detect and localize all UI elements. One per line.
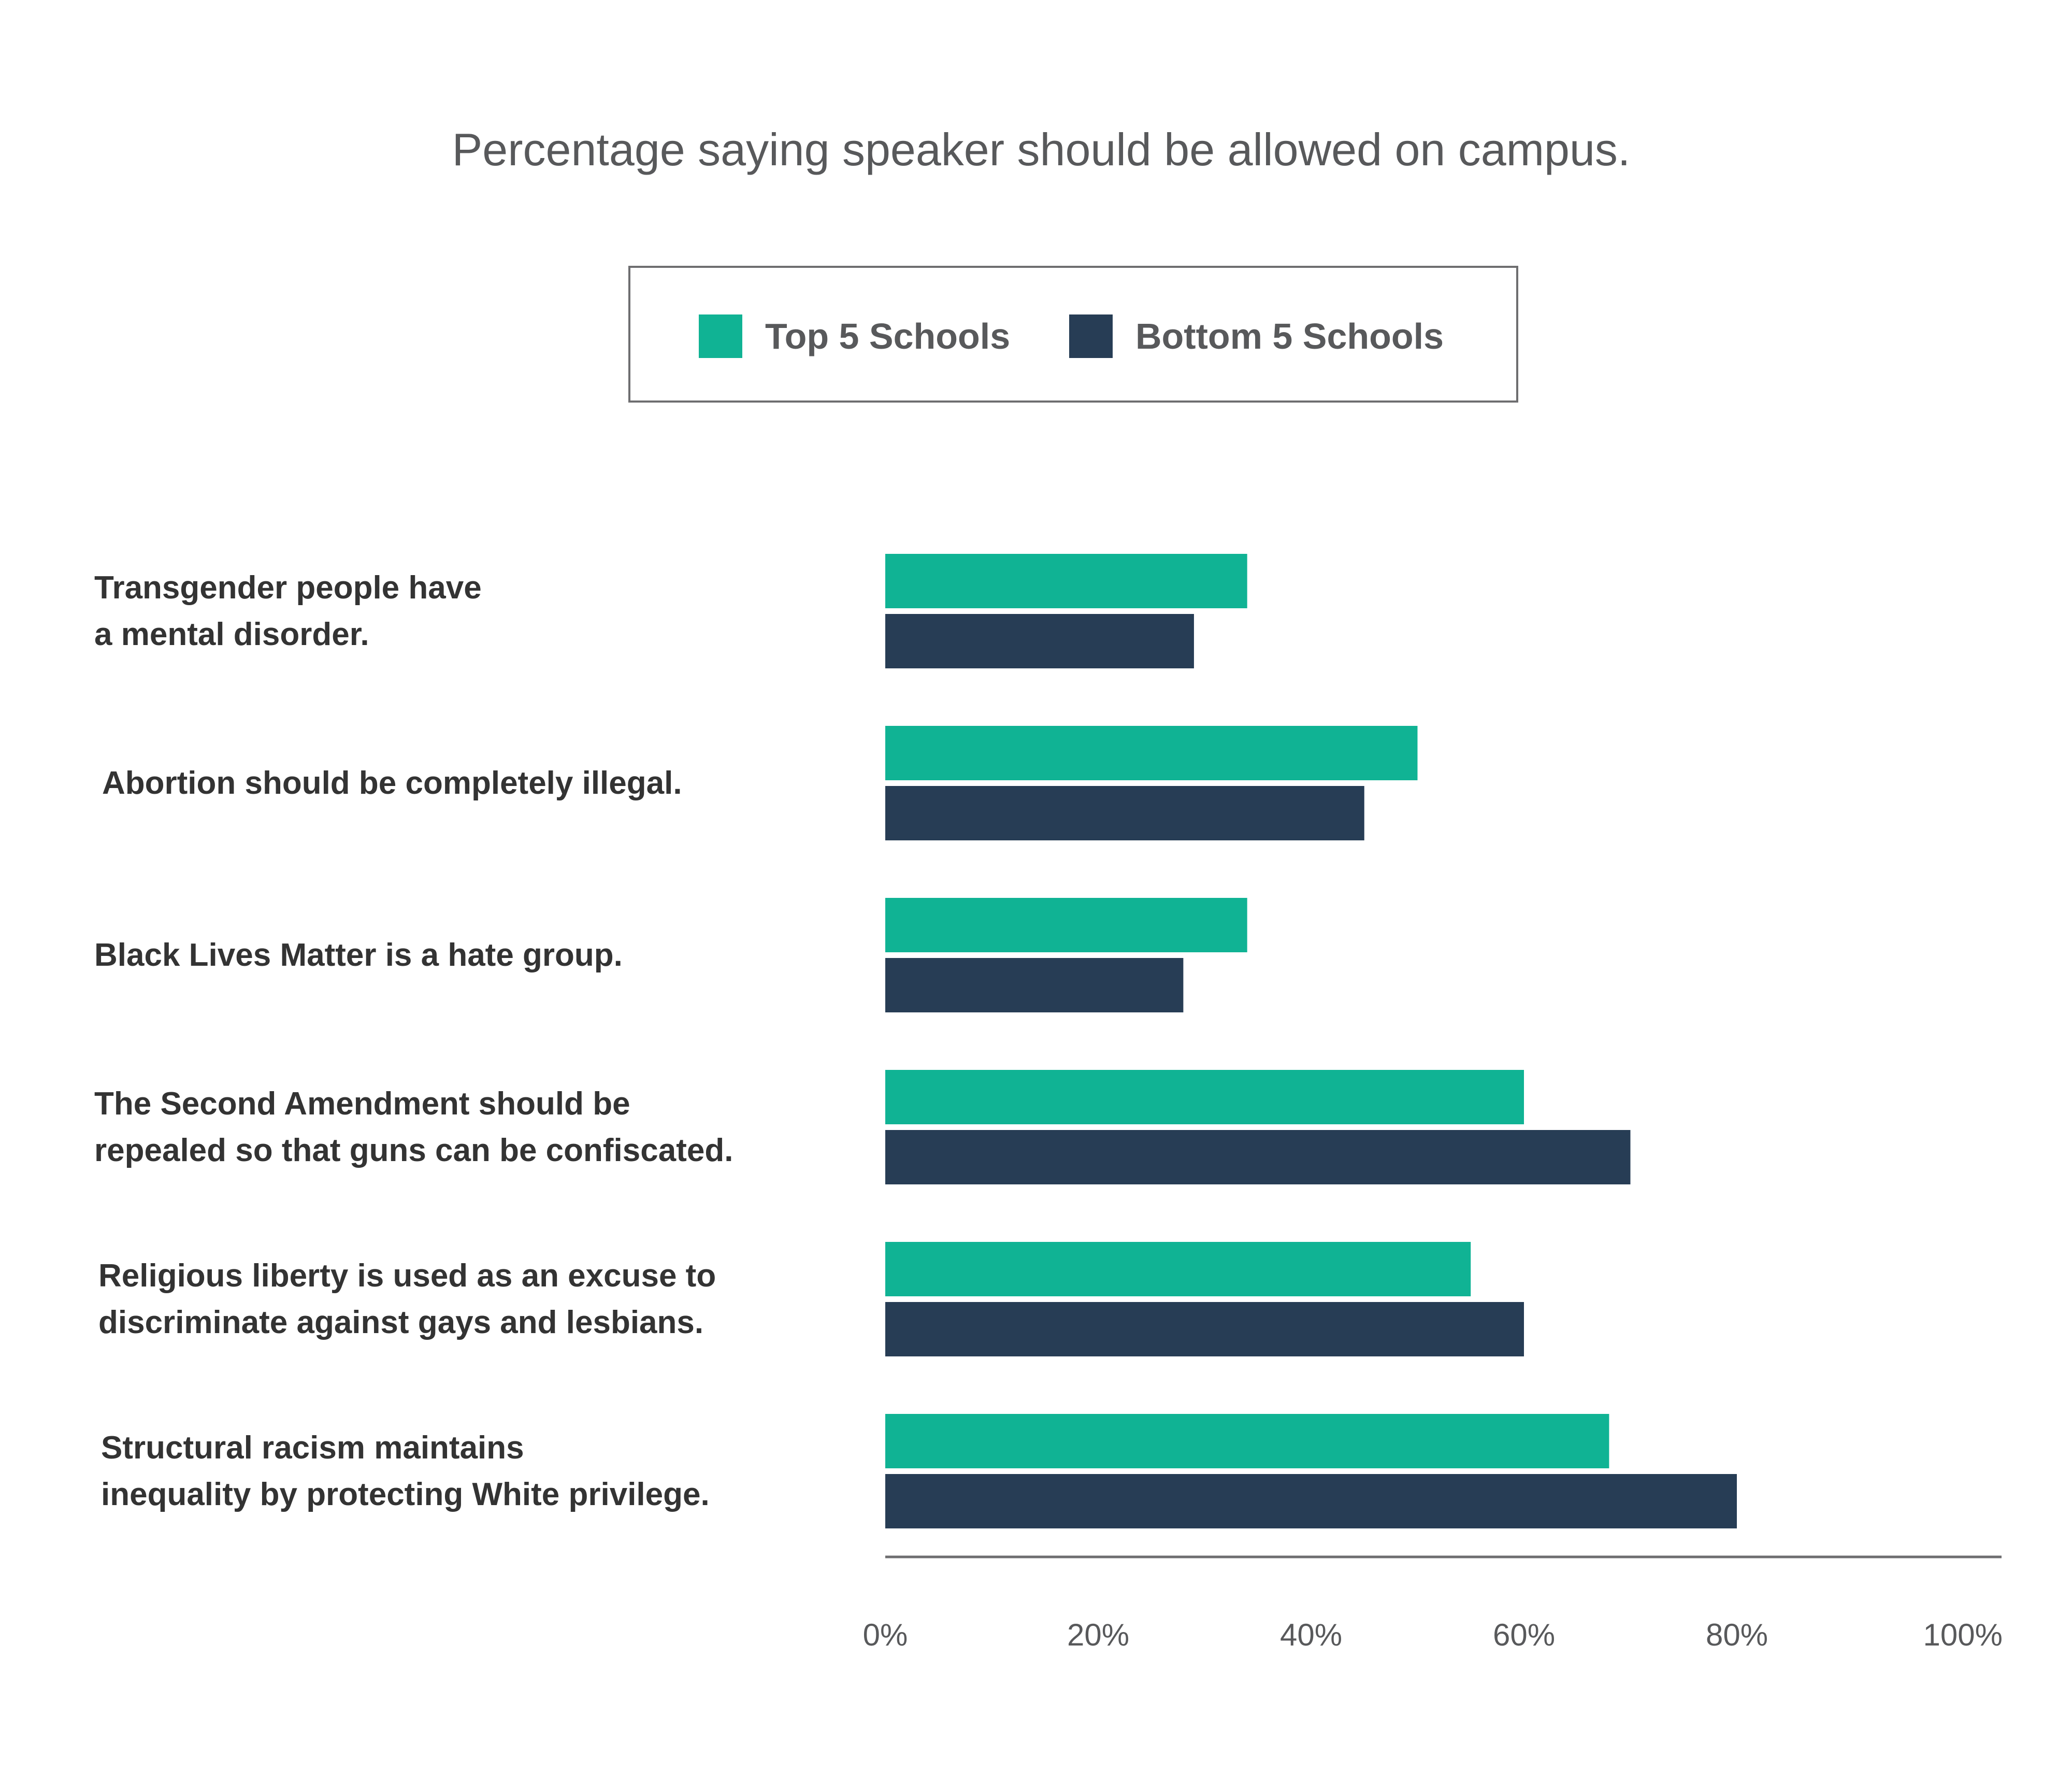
bar-top-5-4 — [885, 1242, 1471, 1296]
chart-title: Percentage saying speaker should be allo… — [452, 124, 1631, 175]
category-label-line: Structural racism maintains — [101, 1429, 524, 1466]
category-label-line: repealed so that guns can be confiscated… — [94, 1132, 733, 1168]
legend-swatch-top — [699, 314, 742, 358]
legend: Top 5 Schools Bottom 5 Schools — [628, 266, 1518, 403]
bar-bottom-5-5 — [885, 1474, 1737, 1528]
bar-bottom-5-0 — [885, 614, 1194, 668]
category-label: Transgender people have a mental disorder… — [94, 565, 819, 658]
category-label-line: The Second Amendment should be — [94, 1085, 630, 1122]
x-tick-label: 100% — [1923, 1618, 2003, 1652]
x-tick-label: 20% — [1067, 1618, 1129, 1652]
x-tick-label: 40% — [1280, 1618, 1342, 1652]
category-label: Structural racism maintains inequality by… — [101, 1425, 826, 1518]
x-tick-label: 0% — [863, 1618, 908, 1652]
category-label: The Second Amendment should be repealed s… — [94, 1081, 819, 1174]
legend-label-top: Top 5 Schools — [765, 316, 1011, 356]
category-label: Religious liberty is used as an excuse t… — [98, 1253, 824, 1346]
bar-top-5-2 — [885, 898, 1247, 952]
category-label-line: inequality by protecting White privilege… — [101, 1476, 710, 1512]
bar-top-5-1 — [885, 726, 1418, 780]
category-label-line: Religious liberty is used as an excuse t… — [98, 1257, 716, 1294]
category-label: Abortion should be completely illegal. — [102, 760, 827, 807]
category-label-line: discriminate against gays and lesbians. — [98, 1304, 704, 1340]
bar-bottom-5-2 — [885, 958, 1184, 1012]
bar-bottom-5-3 — [885, 1130, 1631, 1184]
category-label-line: Black Lives Matter is a hate group. — [94, 937, 623, 973]
bar-bottom-5-1 — [885, 786, 1364, 840]
bar-top-5-3 — [885, 1070, 1524, 1124]
category-label: Black Lives Matter is a hate group. — [94, 932, 819, 979]
category-label-line: Transgender people have — [94, 569, 482, 606]
bar-top-5-0 — [885, 554, 1247, 608]
bar-bottom-5-4 — [885, 1302, 1524, 1356]
x-tick-label: 80% — [1706, 1618, 1768, 1652]
x-tick-label: 60% — [1493, 1618, 1555, 1652]
legend-item-bottom: Bottom 5 Schools — [1069, 314, 1444, 358]
category-label-line: Abortion should be completely illegal. — [102, 765, 682, 801]
bar-top-5-5 — [885, 1414, 1609, 1468]
legend-label-bottom: Bottom 5 Schools — [1135, 316, 1444, 356]
legend-item-top: Top 5 Schools — [699, 314, 1010, 358]
legend-swatch-bottom — [1069, 314, 1113, 358]
category-label-line: a mental disorder. — [94, 616, 369, 652]
